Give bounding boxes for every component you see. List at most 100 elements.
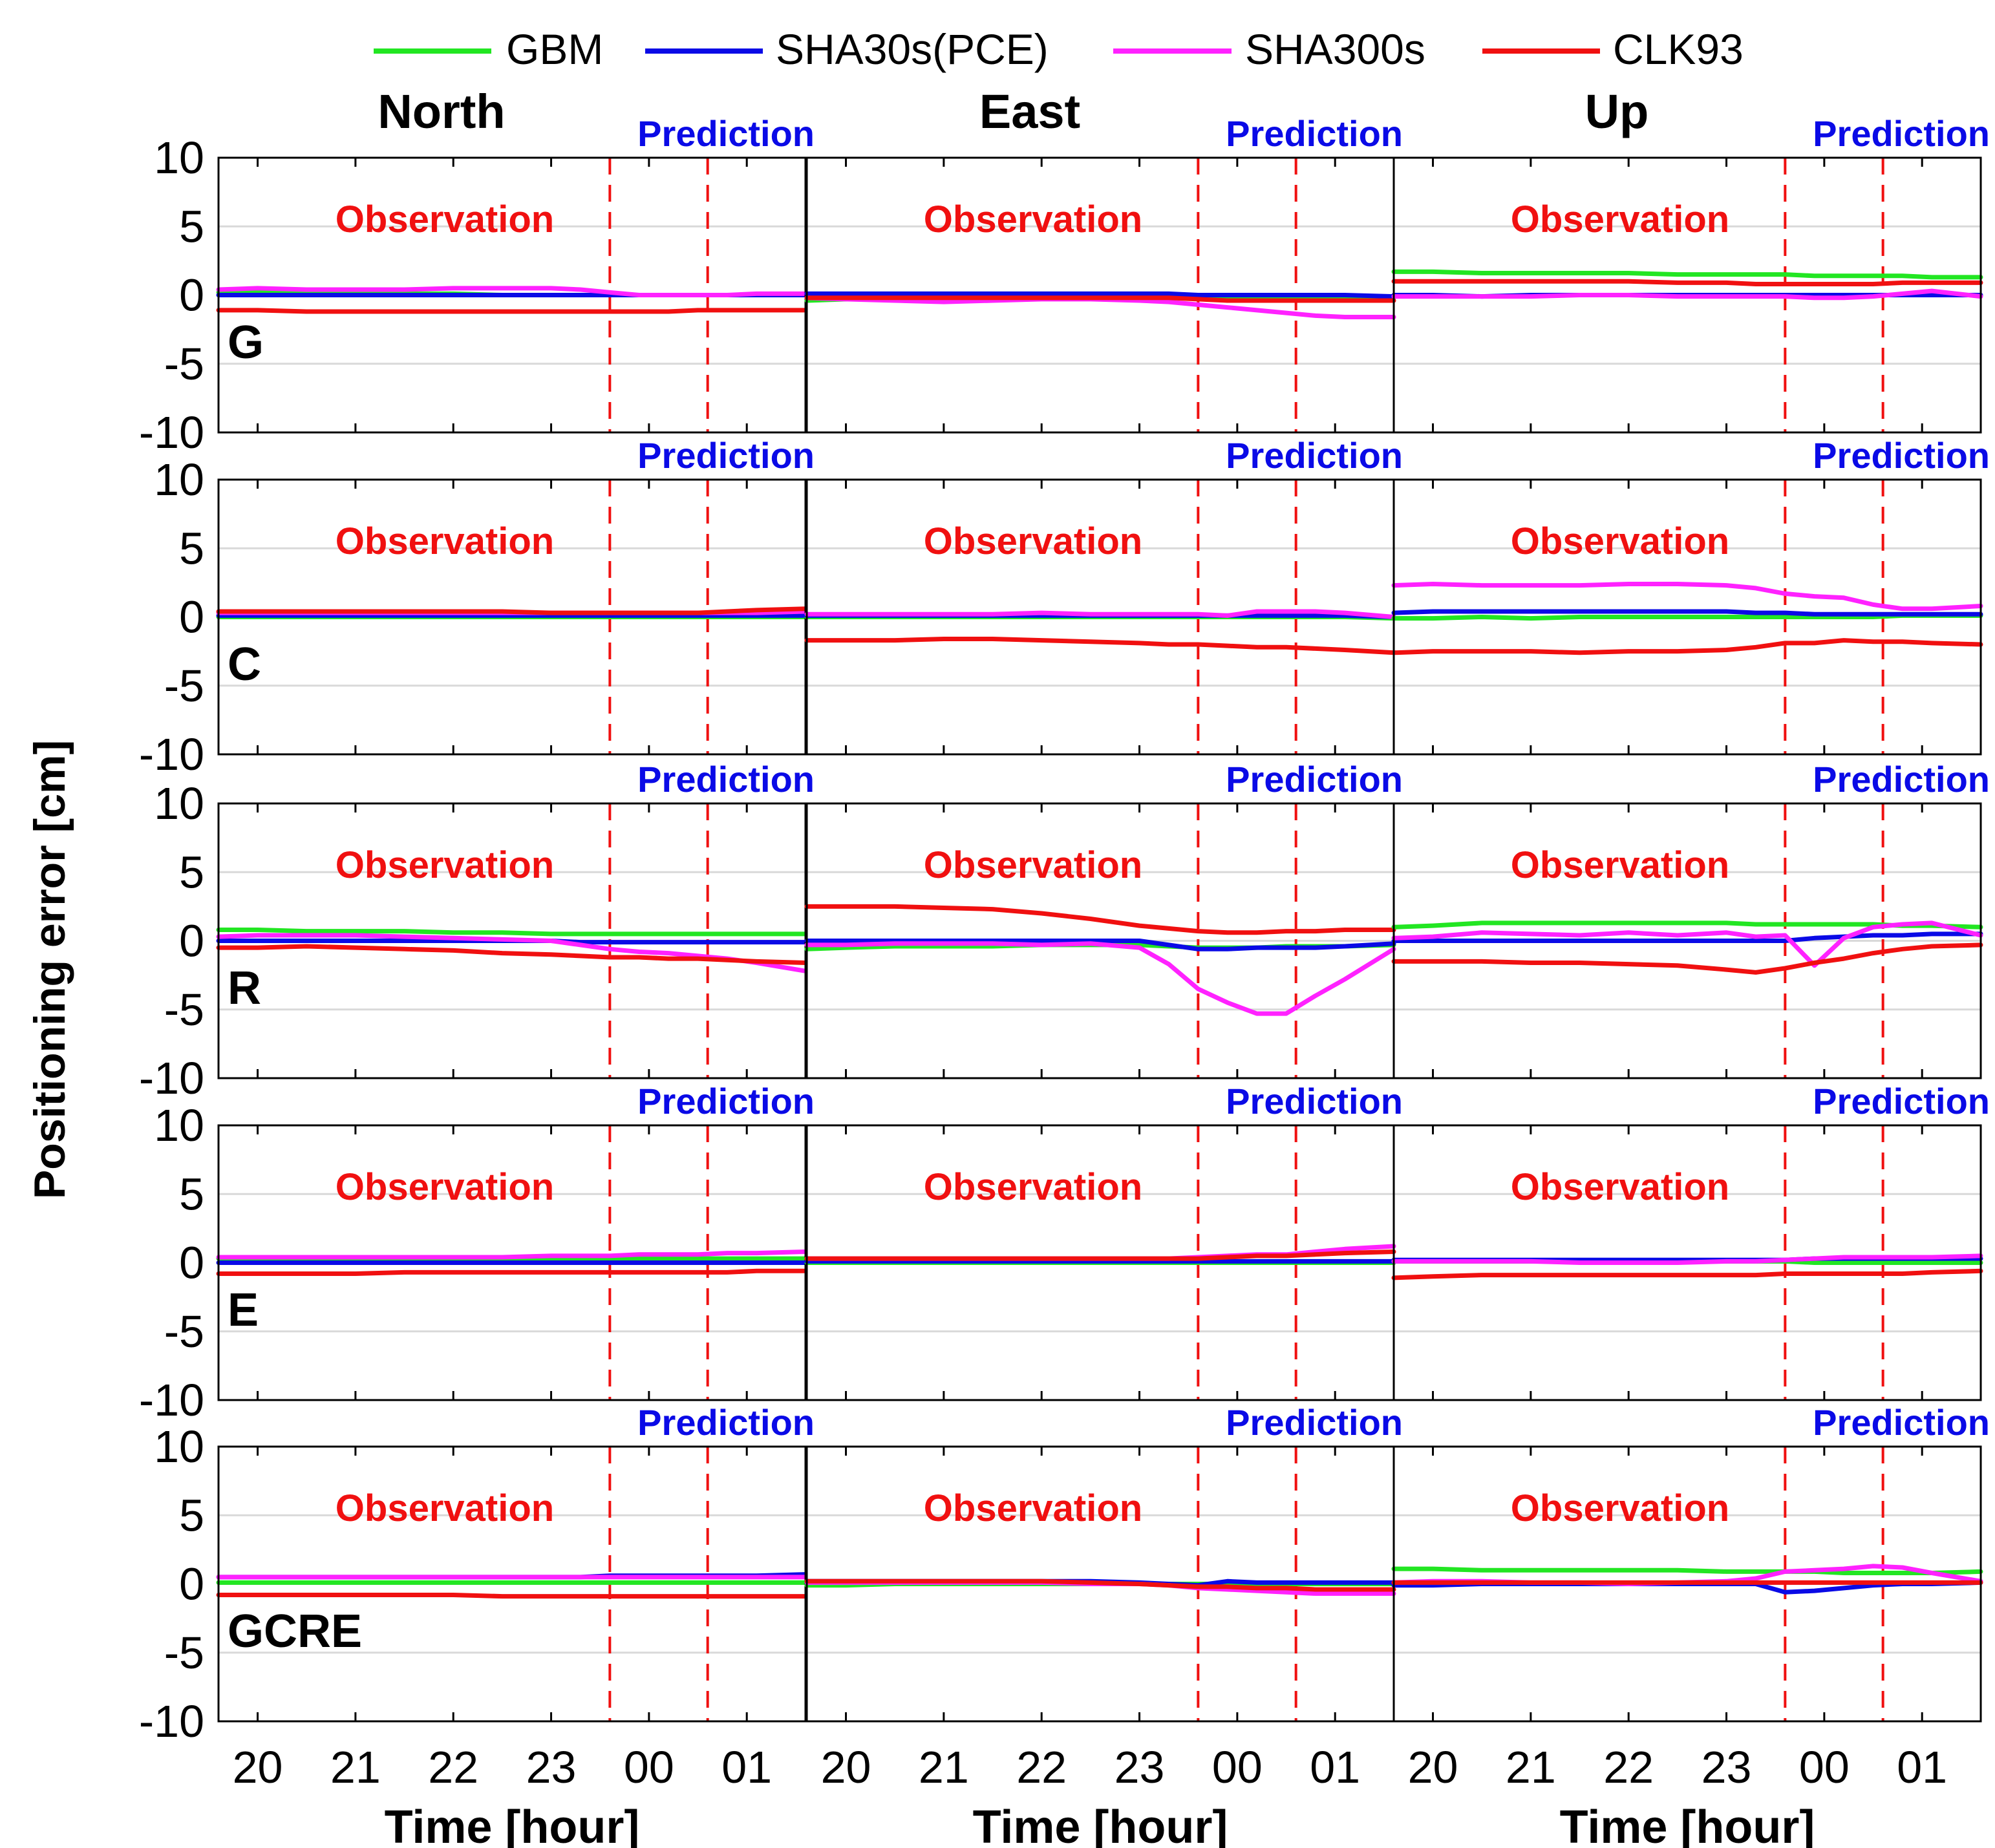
series-line-sha300s xyxy=(1391,288,1983,301)
series-line-clk93 xyxy=(216,944,808,965)
panel-frame xyxy=(1392,1124,1982,1401)
y-axis-label: Positioning error [cm] xyxy=(25,740,74,1199)
prediction-label: Prediction xyxy=(637,759,815,800)
series-line-sha30s-pce xyxy=(1391,931,1983,943)
y-tick-label: 0 xyxy=(179,270,204,321)
prediction-label: Prediction xyxy=(1226,113,1403,154)
observation-label: Observation xyxy=(924,198,1142,240)
legend-label-sha300s: SHA300s xyxy=(1245,25,1425,73)
x-tick-label: 22 xyxy=(428,1742,478,1792)
observation-label: Observation xyxy=(924,520,1142,562)
row-label-g: G xyxy=(228,317,264,368)
series-line-sha30s-pce xyxy=(804,291,1396,299)
series-line-sha300s xyxy=(216,286,808,297)
row-label-gcre: GCRE xyxy=(228,1606,362,1657)
y-tick-label: 10 xyxy=(154,1100,204,1151)
series-line-clk93 xyxy=(804,904,1396,935)
x-tick-label: 00 xyxy=(624,1742,674,1792)
y-tick-label: 0 xyxy=(179,916,204,966)
prediction-label: Prediction xyxy=(1813,759,1990,800)
series-line-sha30s-pce xyxy=(1391,609,1983,617)
y-tick-label: -5 xyxy=(164,661,204,711)
x-tick-label: 01 xyxy=(721,1742,772,1792)
series-line-clk93 xyxy=(1391,279,1983,286)
series-line-clk93 xyxy=(804,1249,1396,1261)
series-line-clk93 xyxy=(1391,942,1983,975)
x-tick-label: 20 xyxy=(821,1742,871,1792)
series-line-clk93 xyxy=(804,295,1396,303)
x-tick-label: 22 xyxy=(1016,1742,1067,1792)
series-line-clk93 xyxy=(804,637,1396,655)
y-tick-label: 0 xyxy=(179,1238,204,1288)
x-tick-label: 00 xyxy=(1212,1742,1263,1792)
observation-label: Observation xyxy=(924,1166,1142,1208)
y-tick-label: 10 xyxy=(154,454,204,505)
series-line-gbm xyxy=(1391,269,1983,280)
x-tick-label: 21 xyxy=(1506,1742,1556,1792)
x-tick-label: 23 xyxy=(526,1742,577,1792)
legend-label-sha30s-pce: SHA30s(PCE) xyxy=(776,25,1049,73)
panel-e-north: Observation Prediction E 10 5 0 -5 -10 xyxy=(139,1081,815,1425)
panel-frame xyxy=(1392,1445,1982,1723)
series-line-clk93 xyxy=(1391,638,1983,655)
series-line-clk93 xyxy=(216,1593,808,1599)
prediction-label: Prediction xyxy=(1226,759,1403,800)
observation-label: Observation xyxy=(336,844,554,886)
y-tick-label: -5 xyxy=(164,1628,204,1678)
panel-r-north: Observation Prediction R 10 5 0 -5 -10 xyxy=(139,759,815,1103)
prediction-label: Prediction xyxy=(1813,113,1990,154)
observation-label: Observation xyxy=(1511,844,1729,886)
prediction-label: Prediction xyxy=(637,1081,815,1121)
y-tick-label: 5 xyxy=(179,1490,204,1540)
legend: GBM SHA30s(PCE) SHA300s CLK93 xyxy=(374,25,1744,73)
x-tick-label: 01 xyxy=(1310,1742,1360,1792)
y-tick-label: 10 xyxy=(154,133,204,183)
panel-r-up: Observation Prediction xyxy=(1391,759,1990,1079)
panel-e-up: Observation Prediction xyxy=(1391,1081,1990,1401)
legend-label-gbm: GBM xyxy=(506,25,603,73)
y-tick-label: 5 xyxy=(179,847,204,897)
prediction-label: Prediction xyxy=(1226,435,1403,476)
y-tick-label: 10 xyxy=(154,778,204,829)
series-line-sha300s xyxy=(804,941,1396,1016)
panel-g-east: Observation Prediction East xyxy=(804,85,1403,434)
series-line-sha300s xyxy=(1391,1253,1983,1265)
y-tick-label: -10 xyxy=(139,1053,204,1103)
y-tick-label: 5 xyxy=(179,1169,204,1219)
panel-e-east: Observation Prediction xyxy=(804,1081,1403,1401)
panel-frame xyxy=(1392,478,1982,756)
x-tick-label: 23 xyxy=(1115,1742,1165,1792)
prediction-label: Prediction xyxy=(637,435,815,476)
prediction-label: Prediction xyxy=(1226,1402,1403,1443)
series-line-sha300s xyxy=(804,609,1396,619)
x-tick-label: 20 xyxy=(233,1742,283,1792)
series-line-sha300s xyxy=(1391,582,1983,611)
panel-gcre-north: Observation Prediction GCRE 10 5 0 -5 -10 20 21 22… xyxy=(139,1402,815,1848)
series-line-sha30s-pce xyxy=(804,939,1396,951)
observation-label: Observation xyxy=(336,198,554,240)
series-line-clk93 xyxy=(216,1268,808,1276)
y-tick-label: -5 xyxy=(164,984,204,1035)
prediction-label: Prediction xyxy=(637,1402,815,1443)
panel-c-up: Observation Prediction xyxy=(1391,435,1990,756)
observation-label: Observation xyxy=(1511,520,1729,562)
x-tick-label: 22 xyxy=(1603,1742,1654,1792)
prediction-label: Prediction xyxy=(1813,435,1990,476)
panel-g-north: Observation Prediction G 10 5 0 -5 -10 North xyxy=(139,85,815,458)
x-tick-label: 01 xyxy=(1897,1742,1947,1792)
panel-gcre-up: Observation Prediction 20 21 22 23 00 01 Time [h… xyxy=(1391,1402,1990,1848)
series-line-sha300s xyxy=(1391,920,1983,968)
panel-r-east: Observation Prediction xyxy=(804,759,1403,1079)
panel-grid: ObservationPredictionG1050-5-10NorthObse… xyxy=(139,85,1990,1848)
panel-g-up: Observation Prediction Up xyxy=(1391,85,1990,434)
row-label-r: R xyxy=(228,962,261,1014)
x-tick-label: 21 xyxy=(919,1742,969,1792)
x-axis-label: Time [hour] xyxy=(973,1801,1228,1848)
x-tick-label: 21 xyxy=(330,1742,381,1792)
series-line-gbm xyxy=(216,928,808,937)
prediction-label: Prediction xyxy=(1813,1081,1990,1121)
observation-label: Observation xyxy=(924,1487,1142,1529)
observation-label: Observation xyxy=(924,844,1142,886)
observation-label: Observation xyxy=(336,1487,554,1529)
